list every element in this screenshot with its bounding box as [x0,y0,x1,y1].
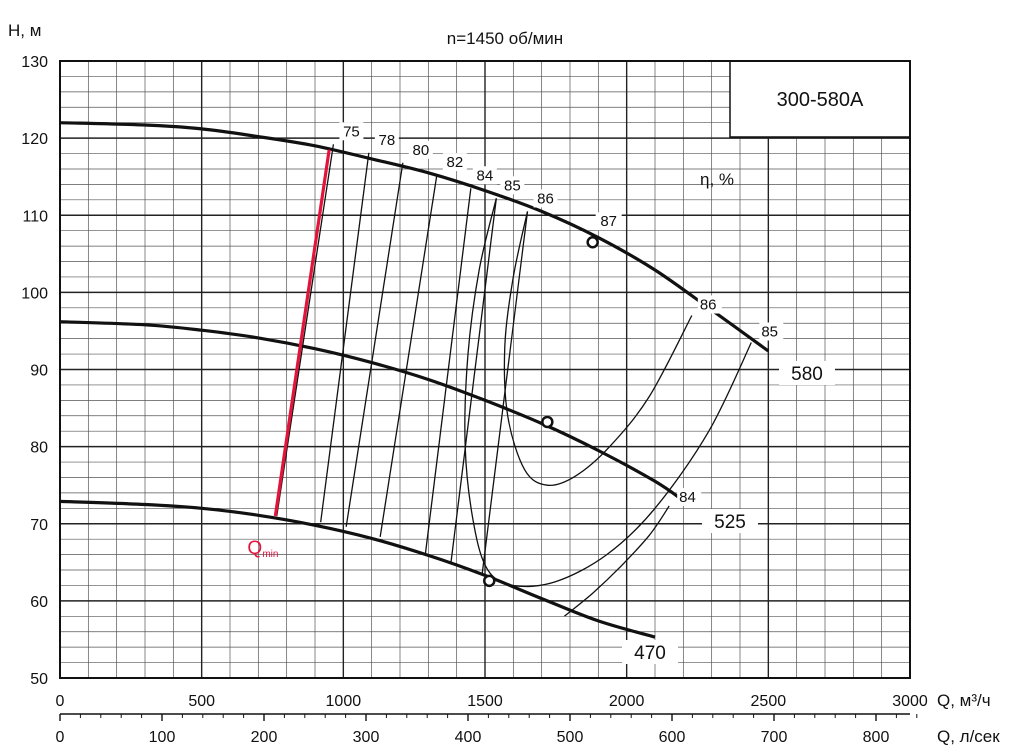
x-tick-label: 2000 [609,693,645,710]
head-curve-470 [59,499,656,639]
y-tick-label: 130 [21,54,48,71]
y-tick-label: 80 [30,440,48,457]
efficiency-label-86: 86 [537,190,554,207]
best-efficiency-point [483,574,496,588]
efficiency-label-80: 80 [412,142,429,159]
x2-tick-label: 500 [557,729,584,746]
efficiency-label-85: 85 [761,324,778,341]
x-tick-label: 1000 [326,693,362,710]
model-label: 300-580A [777,89,864,111]
y-tick-label: 120 [21,131,48,148]
x2-tick-label: 200 [251,729,278,746]
efficiency-label-84: 84 [679,489,696,506]
efficiency-loop-86 [503,211,693,487]
x-tick-label: 1500 [467,693,503,710]
series-label-bg [702,509,758,533]
x2-axis-label: Q, л/сек [937,727,1000,746]
efficiency-label-bg [759,322,784,341]
head-curve-525 [59,320,685,502]
efficiency-line-82 [379,175,438,537]
efficiency-label-bg [697,295,722,314]
x2-tick-label: 400 [455,729,482,746]
qmin-label: Q [247,538,262,559]
x-tick-label: 0 [56,693,65,710]
x-tick-label: 2500 [751,693,787,710]
efficiency-axis-label: η, % [700,170,734,189]
efficiency-label-bg [408,140,433,159]
efficiency-label-bg [677,488,702,507]
efficiency-line-80 [345,162,404,527]
y-tick-label: 90 [30,363,48,380]
efficiency-label-bg [595,212,622,231]
y-tick-label: 70 [30,517,48,534]
qmin-line [273,149,331,517]
series-label-470: 470 [634,643,666,664]
efficiency-label-bg [500,176,525,195]
efficiency-label-bg [472,166,497,185]
efficiency-loop-85 [464,198,752,588]
best-efficiency-point [586,235,599,249]
series-label-580: 580 [791,364,823,385]
x-tick-label: 3000 [892,693,928,710]
x-tick-label: 500 [188,693,215,710]
efficiency-label-bg [374,130,399,149]
efficiency-label-75: 75 [343,123,360,140]
y-axis-label: H, м [8,21,41,40]
series-label-bg [779,361,835,385]
y-tick-label: 100 [21,285,48,302]
efficiency-label-bg [442,153,467,172]
efficiency-label-84: 84 [476,167,493,184]
efficiency-label-86: 86 [700,297,717,314]
series-label-525: 525 [714,512,746,533]
efficiency-label-bg [533,189,558,208]
plot-frame [59,60,911,679]
efficiency-label-bg [339,122,364,141]
efficiency-label-85: 85 [504,177,521,194]
model-label-box [729,60,911,138]
efficiency-line-85 [450,198,497,563]
y-tick-label: 50 [30,671,48,688]
qmin-subscript: min [262,549,278,560]
x2-tick-label: 700 [761,729,788,746]
efficiency-label-87: 87 [600,213,617,230]
efficiency-curves: 75 78 80 82 84 85 86 86 85 84 87 [276,122,784,617]
x2-tick-label: 0 [56,729,65,746]
head-curves: 580 525 470 [59,121,835,664]
efficiency-label-78: 78 [378,132,395,149]
x2-tick-label: 600 [659,729,686,746]
y-tick-label: 60 [30,594,48,611]
x2-tick-label: 100 [149,729,176,746]
x2-tick-label: 300 [353,729,380,746]
y-tick-label: 110 [22,208,48,225]
efficiency-label-82: 82 [446,154,463,171]
best-efficiency-point [541,415,554,429]
efficiency-line-84 [424,188,472,554]
x2-tick-label: 800 [863,729,890,746]
series-label-bg [622,640,678,664]
head-curve-580 [59,121,770,353]
x-axis-label: Q, м³/ч [937,691,991,710]
efficiency-line-75 [276,144,335,517]
efficiency-line-78 [320,152,370,523]
efficiency-loop-84 [563,505,670,617]
chart-title: n=1450 об/мин [447,29,563,48]
